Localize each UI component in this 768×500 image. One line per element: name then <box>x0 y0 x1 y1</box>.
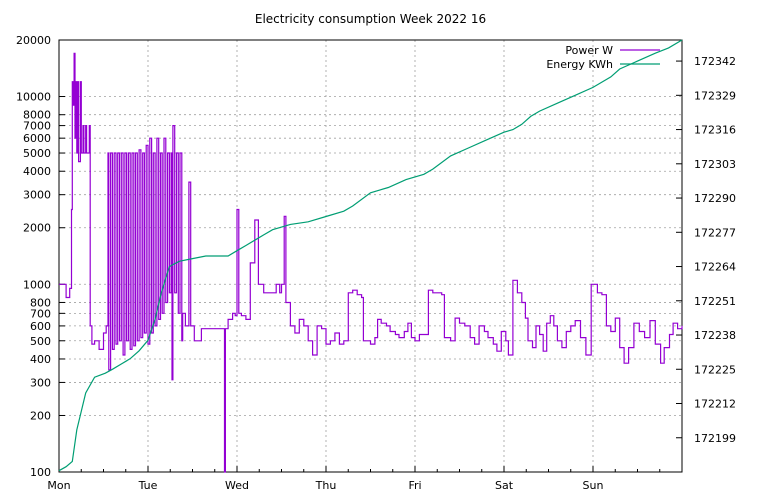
y-left-tick-label: 800 <box>30 296 51 309</box>
y-right-tick-label: 172199 <box>694 432 736 445</box>
y-left-tick-label: 8000 <box>23 109 51 122</box>
y-left-tick-label: 5000 <box>23 147 51 160</box>
series-energy-line <box>58 39 683 472</box>
y-right-tick-label: 172316 <box>694 124 736 137</box>
y-right-tick-label: 172277 <box>694 226 736 239</box>
x-tick-label: Fri <box>408 479 421 492</box>
y-left-tick-label: 1000 <box>23 278 51 291</box>
y-left-tick-label: 3000 <box>23 189 51 202</box>
y-right-tick-label: 172303 <box>694 158 736 171</box>
y-right-tick-label: 172264 <box>694 261 736 274</box>
y-left-tick-label: 7000 <box>23 120 51 133</box>
legend-label: Energy KWh <box>546 58 613 71</box>
series-power-line <box>59 52 683 473</box>
y-right-tick-label: 172225 <box>694 363 736 376</box>
y-right-tick-label: 172329 <box>694 89 736 102</box>
x-tick-label: Wed <box>225 479 249 492</box>
y-right-tick-label: 172290 <box>694 192 736 205</box>
x-tick-label: Sat <box>495 479 514 492</box>
y-left-tick-label: 20000 <box>16 34 51 47</box>
y-right-tick-label: 172342 <box>694 55 736 68</box>
y-left-tick-label: 500 <box>30 335 51 348</box>
y-left-tick-label: 6000 <box>23 132 51 145</box>
x-tick-label: Mon <box>47 479 70 492</box>
y-left-tick-label: 300 <box>30 376 51 389</box>
legend-label: Power W <box>565 44 613 57</box>
y-right-tick-label: 172251 <box>694 295 736 308</box>
y-left-tick-label: 4000 <box>23 165 51 178</box>
x-tick-label: Tue <box>138 479 158 492</box>
y-right-tick-label: 172212 <box>694 398 736 411</box>
y-left-tick-label: 700 <box>30 307 51 320</box>
y-right-tick-label: 172238 <box>694 329 736 342</box>
x-tick-label: Thu <box>315 479 337 492</box>
y-left-tick-label: 10000 <box>16 91 51 104</box>
y-left-tick-label: 200 <box>30 409 51 422</box>
y-left-tick-label: 600 <box>30 320 51 333</box>
chart-title: Electricity consumption Week 2022 16 <box>255 12 486 26</box>
x-tick-label: Sun <box>583 479 604 492</box>
y-left-tick-label: 400 <box>30 353 51 366</box>
y-left-tick-label: 100 <box>30 466 51 479</box>
y-left-tick-label: 2000 <box>23 222 51 235</box>
plot-border <box>58 39 683 473</box>
